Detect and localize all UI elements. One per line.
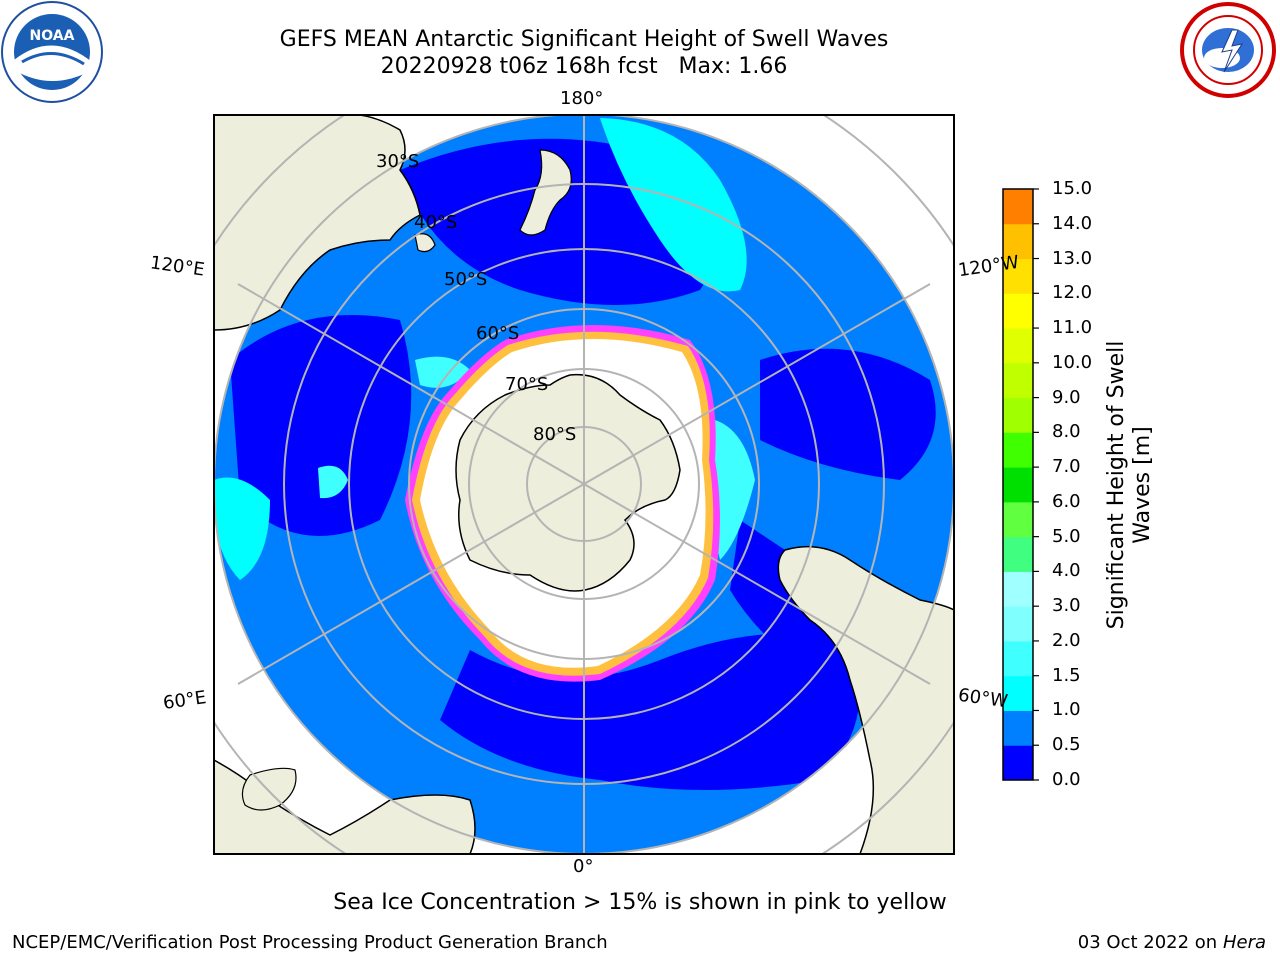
colorbar-tick-label: 1.0 bbox=[1052, 699, 1081, 721]
colorbar-segment bbox=[1003, 640, 1033, 677]
colorbar-tick-label: 13.0 bbox=[1052, 247, 1093, 269]
colorbar-tick-label: 5.0 bbox=[1052, 525, 1081, 547]
australia-landmass bbox=[214, 115, 421, 331]
lat-label-80s: 80°S bbox=[533, 424, 577, 445]
colorbar-tick-label: 3.0 bbox=[1052, 595, 1081, 617]
lat-label-40s: 40°S bbox=[414, 212, 458, 233]
colorbar-frame bbox=[1002, 188, 1034, 781]
lat-label-30s: 30°S bbox=[376, 151, 420, 172]
new-zealand-landmass bbox=[519, 149, 572, 236]
map-area bbox=[214, 115, 954, 854]
colorbar-tick-label: 11.0 bbox=[1052, 317, 1093, 339]
colorbar-segment bbox=[1003, 675, 1033, 711]
noaa-logo-text: NOAA bbox=[30, 28, 75, 44]
colorbar-segment bbox=[1003, 571, 1033, 607]
colorbar-tick-label: 8.0 bbox=[1052, 421, 1081, 443]
colorbar-tick-label: 14.0 bbox=[1052, 212, 1093, 234]
colorbar-segment bbox=[1003, 189, 1033, 225]
colorbar-tick-label: 15.0 bbox=[1052, 178, 1093, 199]
colorbar-segment bbox=[1003, 223, 1033, 260]
colorbar-tick-label: 7.0 bbox=[1052, 456, 1081, 478]
national-weather-service-logo bbox=[1180, 2, 1276, 98]
footer-branch: NCEP/EMC/Verification Post Processing Pr… bbox=[12, 932, 608, 953]
colorbar-segment bbox=[1003, 501, 1033, 538]
lat-label-70s: 70°S bbox=[505, 374, 549, 395]
colorbar-tick-label: 1.5 bbox=[1052, 664, 1081, 686]
sea-ice-note: Sea Ice Concentration > 15% is shown in … bbox=[333, 890, 947, 915]
colorbar-segment bbox=[1003, 606, 1033, 642]
colorbar-tick-label: 0.5 bbox=[1052, 734, 1081, 756]
footer-date-text: 03 Oct 2022 on bbox=[1077, 932, 1218, 953]
colorbar-segment bbox=[1003, 432, 1033, 468]
meridian-lines bbox=[237, 115, 931, 854]
colorbar-label: Significant Height of Swell Waves [m] bbox=[1104, 340, 1155, 630]
colorbar-segment bbox=[1003, 293, 1033, 329]
colorbar-tick-label: 2.0 bbox=[1052, 629, 1081, 651]
colorbar-segment bbox=[1003, 258, 1033, 294]
madagascar-landmass bbox=[241, 767, 297, 811]
colorbar-segment bbox=[1003, 328, 1033, 364]
colorbar-tick-label: 4.0 bbox=[1052, 560, 1081, 582]
colorbar-tick-label: 6.0 bbox=[1052, 490, 1081, 512]
colorbar-segment bbox=[1003, 397, 1033, 433]
footer-date: 03 Oct 2022 on Hera bbox=[1078, 932, 1266, 953]
colorbar-segment bbox=[1003, 536, 1033, 572]
colorbar-tick-label: 10.0 bbox=[1052, 351, 1093, 373]
chart-subtitle: 20220928 t06z 168h fcst Max: 1.66 bbox=[380, 54, 788, 79]
colorbar-segment bbox=[1003, 362, 1033, 399]
lon-label-bottom: 0° bbox=[573, 856, 594, 877]
colorbar-segment bbox=[1003, 467, 1033, 503]
colorbar-tick-label: 0.0 bbox=[1052, 769, 1081, 790]
colorbar-tick-label: 9.0 bbox=[1052, 386, 1081, 408]
lon-label-top: 180° bbox=[560, 88, 604, 109]
colorbar-tick-label: 12.0 bbox=[1052, 282, 1093, 304]
footer-machine: Hera bbox=[1222, 932, 1266, 953]
chart-title: GEFS MEAN Antarctic Significant Height o… bbox=[279, 27, 889, 52]
colorbar-segment bbox=[1003, 710, 1033, 746]
colorbar-segment bbox=[1003, 745, 1033, 781]
tasmania-landmass bbox=[414, 233, 436, 253]
noaa-logo: NOAA bbox=[1, 1, 103, 103]
colorbar bbox=[1002, 188, 1039, 781]
lat-label-60s: 60°S bbox=[476, 323, 520, 344]
lat-label-50s: 50°S bbox=[444, 269, 488, 290]
map-frame bbox=[213, 114, 955, 855]
